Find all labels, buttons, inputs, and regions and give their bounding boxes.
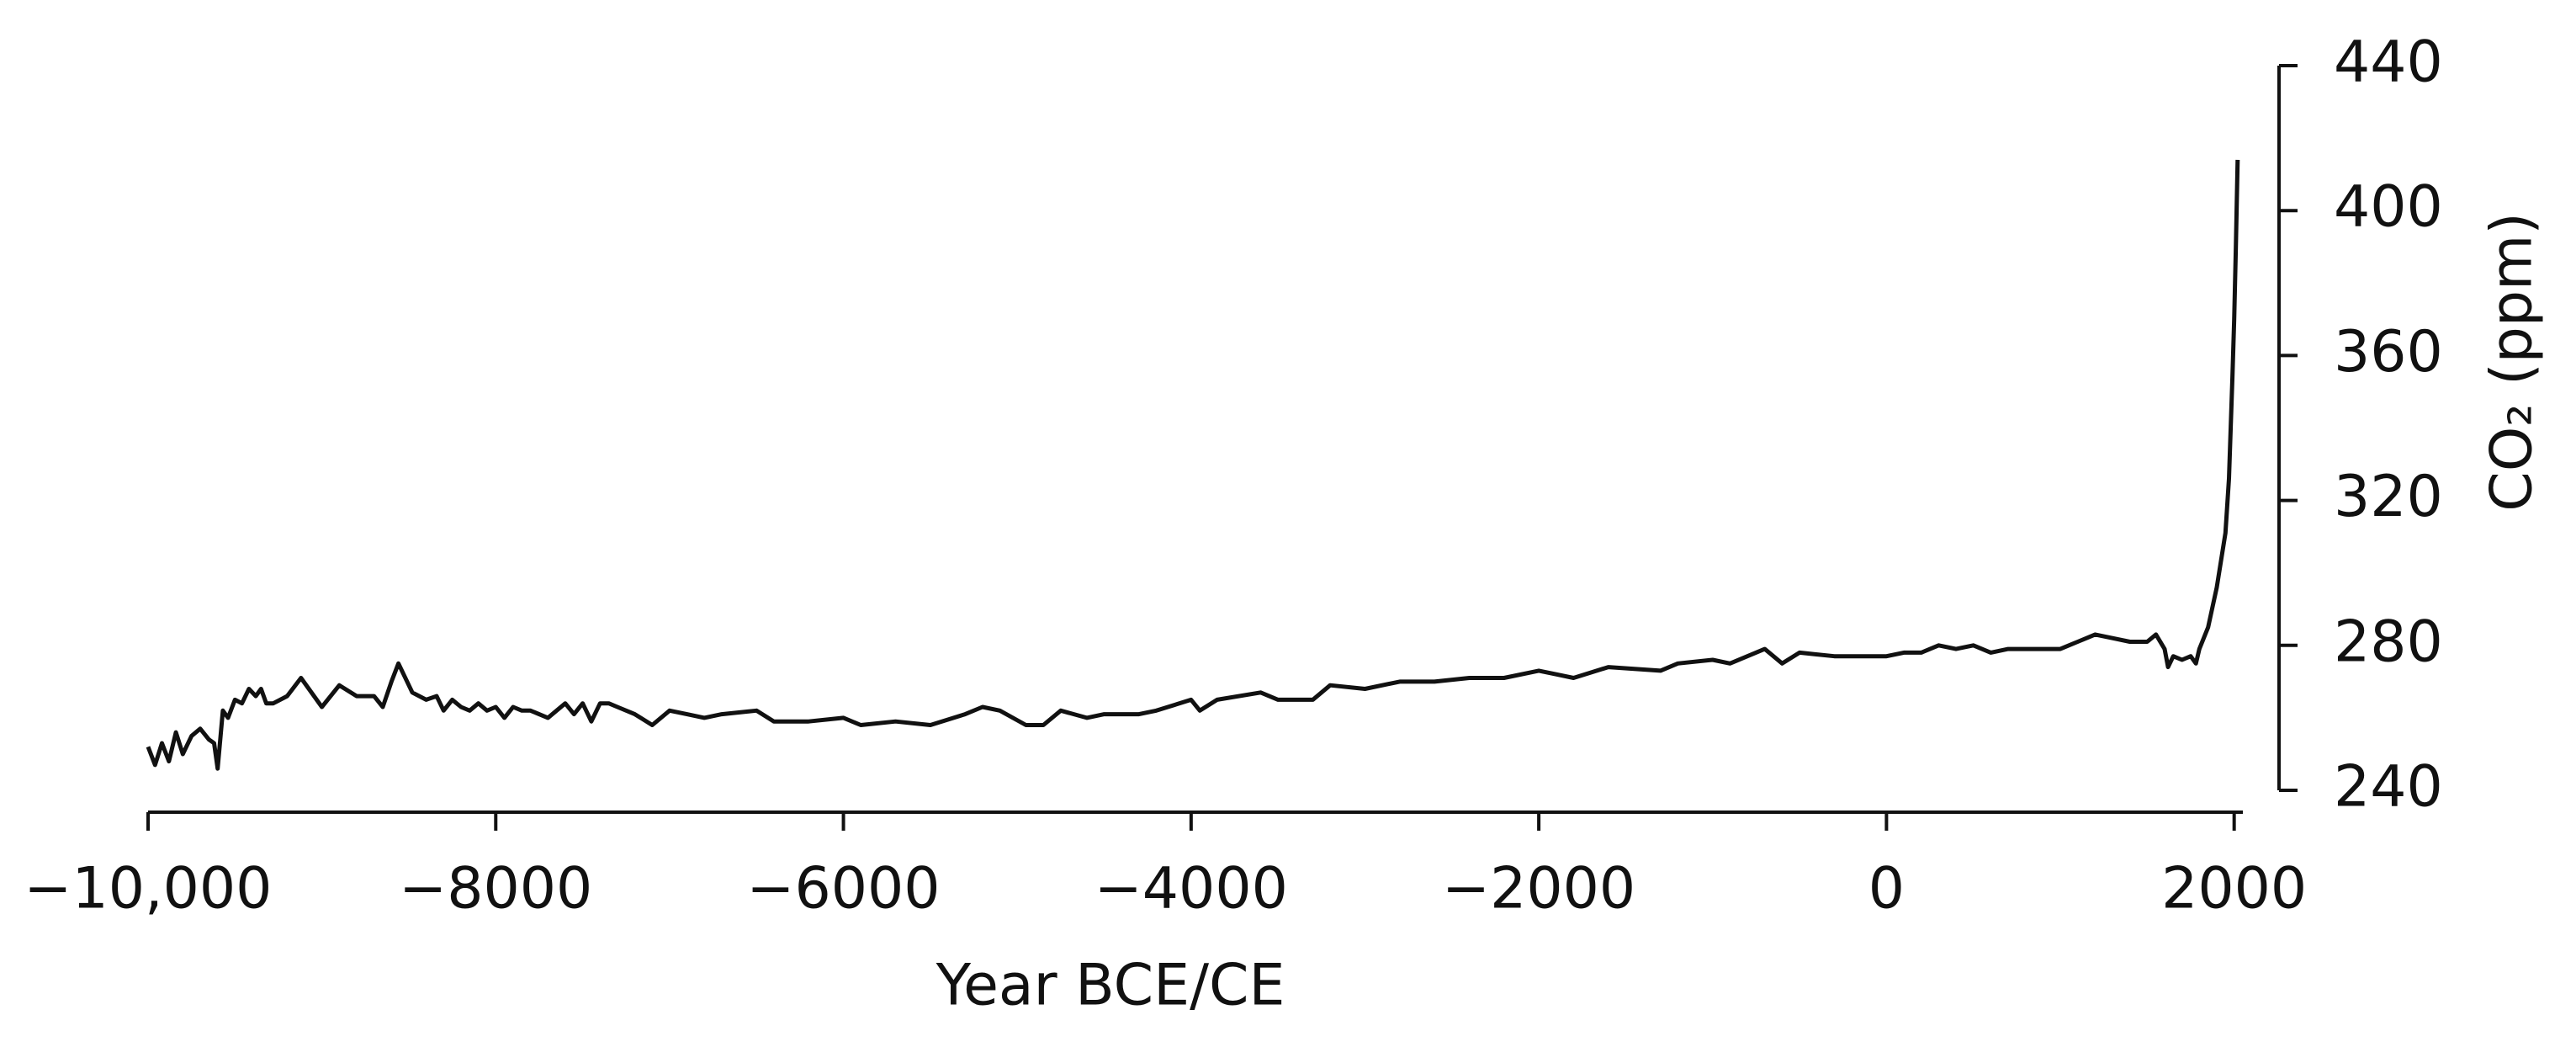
x-axis-label: Year BCE/CE [936, 953, 1285, 1019]
x-tick-label: 0 [1868, 856, 1905, 922]
y-tick-label: 320 [2334, 464, 2443, 530]
x-tick-label: −4000 [1095, 856, 1288, 922]
y-tick-label: 280 [2334, 609, 2443, 675]
y-tick-label: 360 [2334, 319, 2443, 385]
x-tick-label: −2000 [1442, 856, 1635, 922]
x-tick-label: −8000 [399, 856, 592, 922]
y-axis-label: CO₂ (ppm) [2479, 212, 2546, 512]
x-tick-label: −10,000 [24, 856, 273, 922]
y-tick-label: 400 [2334, 174, 2443, 241]
y-tick-label: 440 [2334, 29, 2443, 96]
x-tick-label: −6000 [747, 856, 941, 922]
co2-line [146, 159, 2240, 771]
x-tick-label: 2000 [2161, 856, 2307, 922]
y-tick-label: 240 [2334, 754, 2443, 821]
